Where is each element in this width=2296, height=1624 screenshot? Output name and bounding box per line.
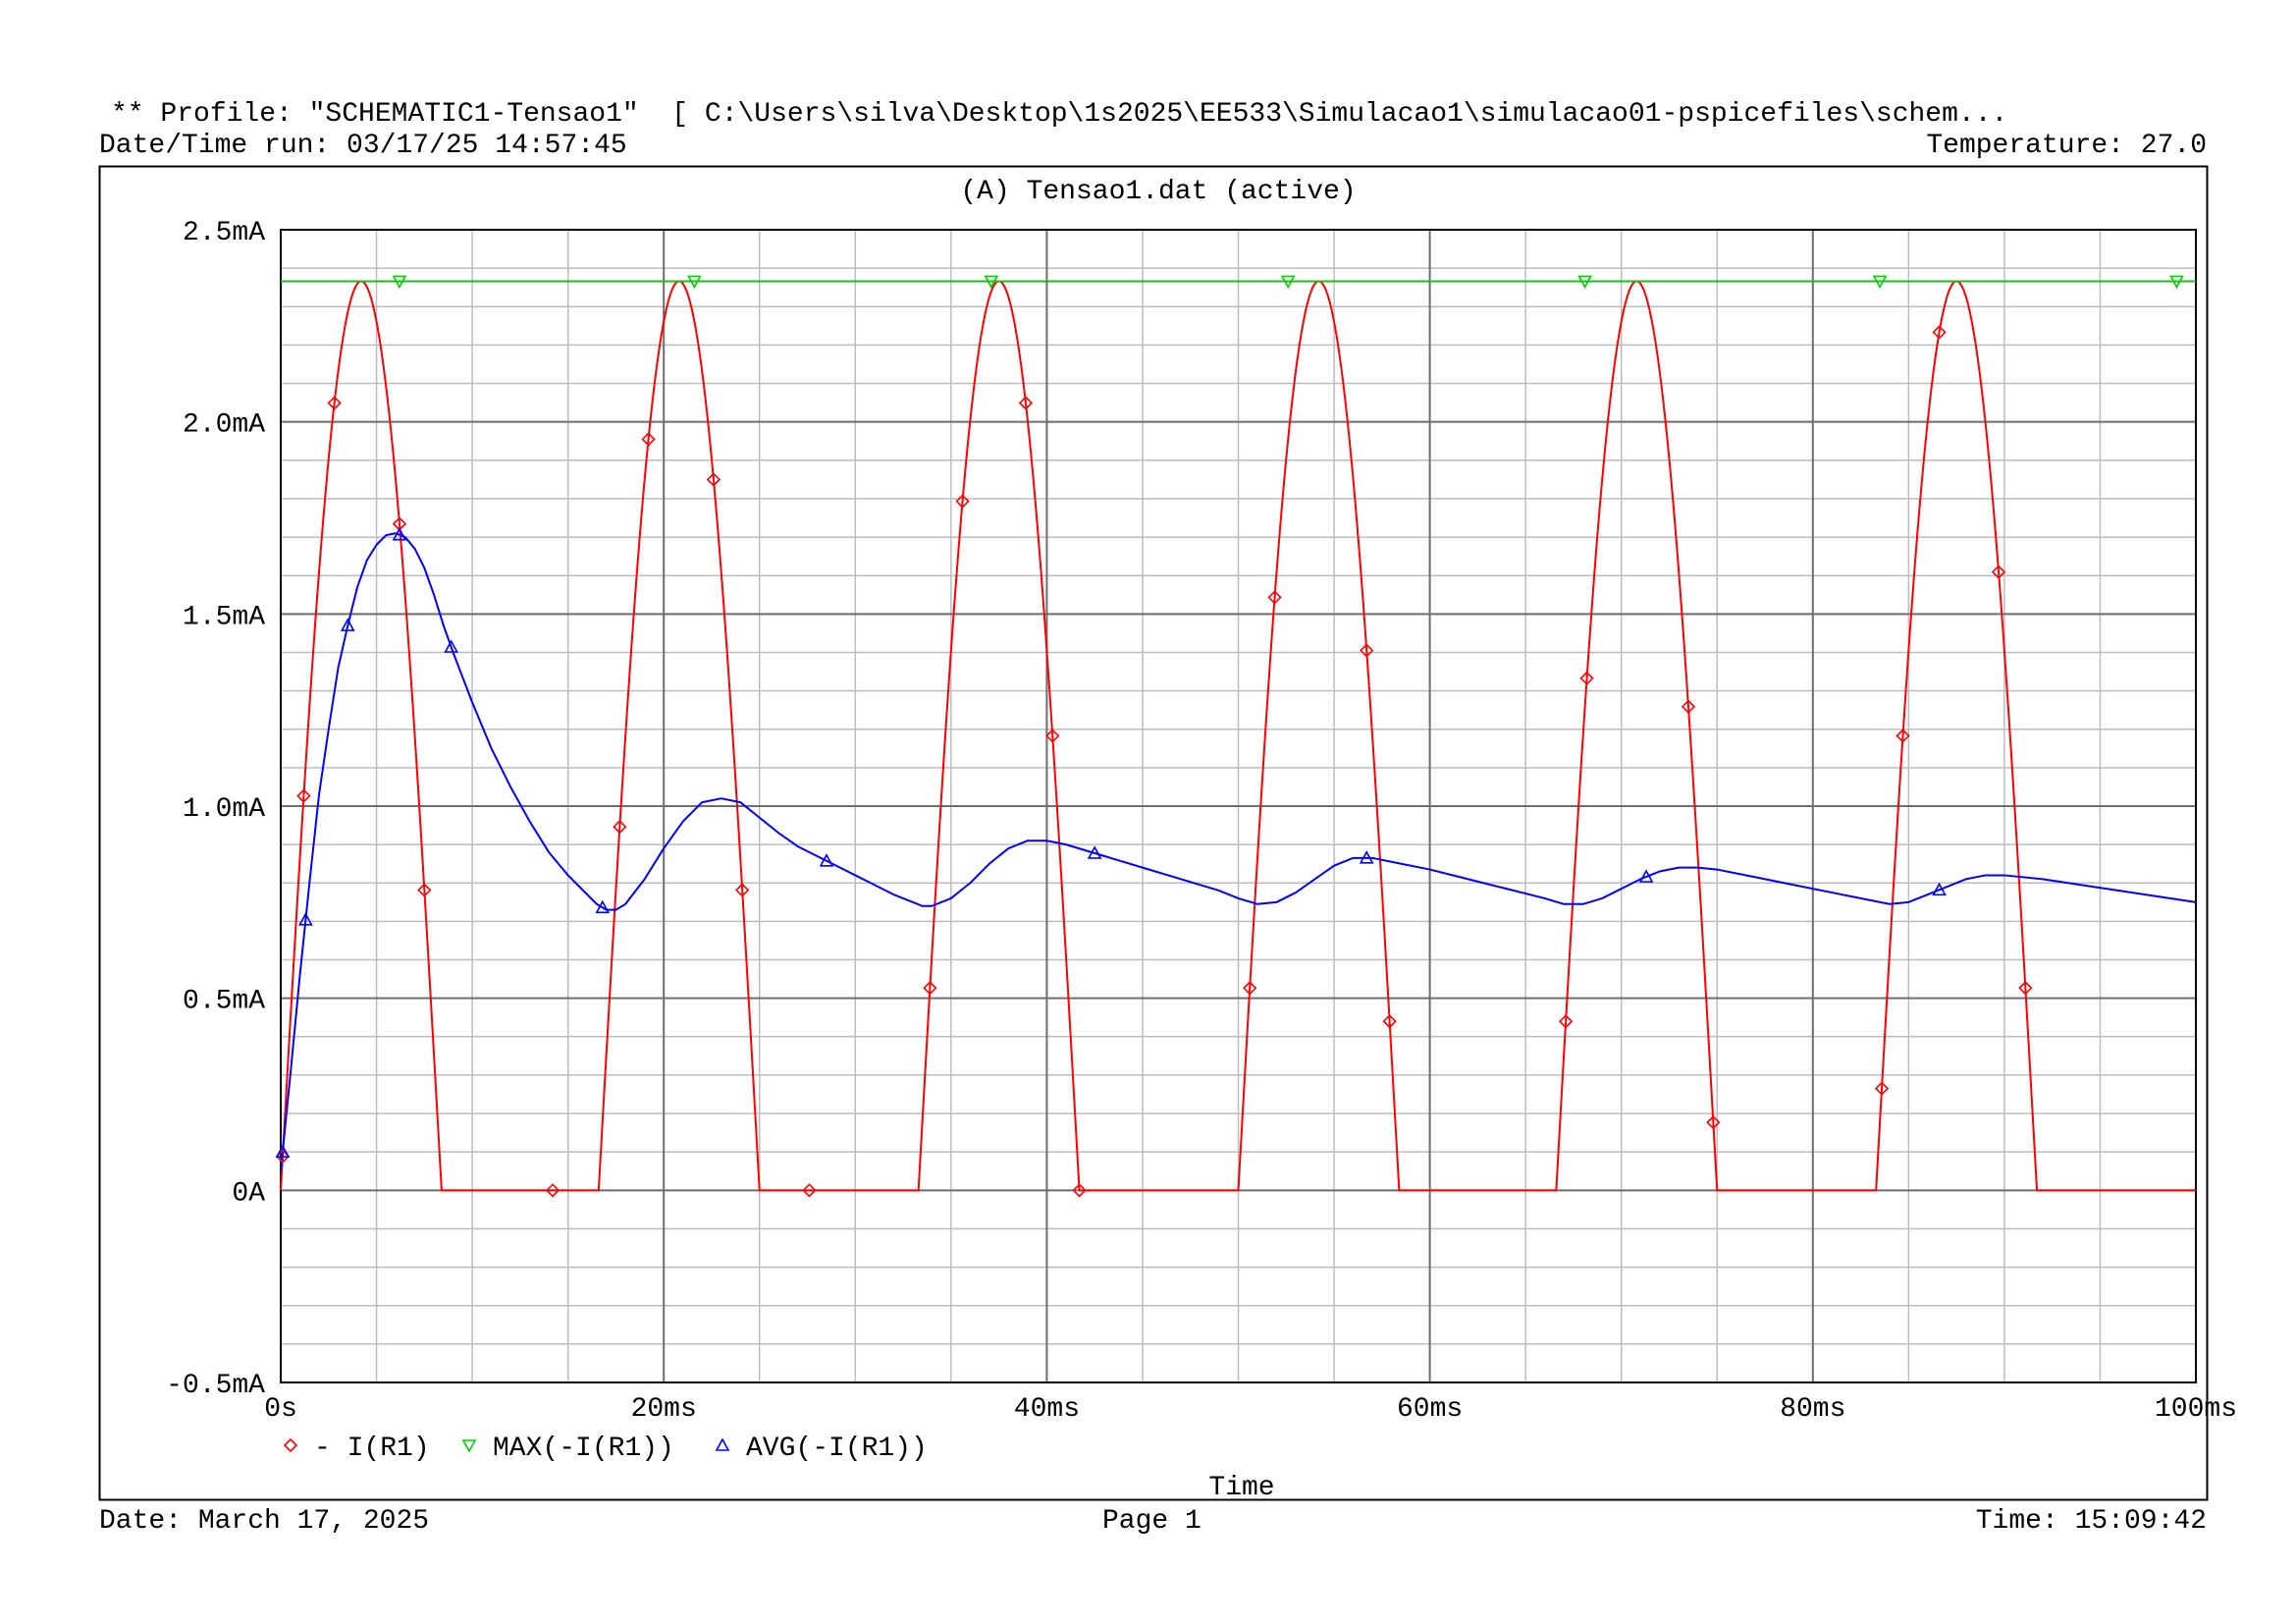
x-axis-title: Time bbox=[1208, 1473, 1274, 1503]
marker-avg bbox=[1087, 845, 1102, 859]
marker-current bbox=[2018, 981, 2033, 996]
marker-max bbox=[1280, 275, 1296, 290]
marker-current bbox=[1382, 1014, 1397, 1029]
chart-title: (A) Tensao1.dat (active) bbox=[960, 177, 1356, 207]
marker-current bbox=[1360, 643, 1374, 658]
major-grid bbox=[280, 229, 2197, 1383]
marker-avg bbox=[1359, 850, 1374, 864]
y-axis-labels: -0.5mA 0A 0.5mA 1.0mA 1.5mA 2.0mA 2.5mA bbox=[166, 218, 265, 1401]
series-markers bbox=[275, 275, 2184, 1198]
marker-current bbox=[1243, 981, 1257, 996]
marker-current bbox=[1267, 590, 1282, 605]
y-tick-label: 0.5mA bbox=[183, 987, 265, 1017]
legend-label: - I(R1) bbox=[314, 1434, 430, 1464]
marker-current bbox=[1991, 565, 2006, 579]
marker-current bbox=[802, 1183, 817, 1198]
marker-avg bbox=[298, 912, 313, 926]
x-tick-label: 100ms bbox=[2155, 1394, 2237, 1425]
legend-marker-current bbox=[283, 1437, 298, 1453]
marker-current bbox=[1706, 1115, 1721, 1130]
marker-current bbox=[1579, 671, 1594, 685]
chart-frame bbox=[98, 165, 2209, 1501]
marker-avg bbox=[444, 639, 458, 653]
marker-current bbox=[417, 883, 432, 897]
marker-current bbox=[1018, 396, 1034, 410]
y-tick-label: 0A bbox=[232, 1178, 265, 1209]
marker-current bbox=[1681, 699, 1696, 714]
x-axis-labels: 0s 20ms 40ms 60ms 80ms 100ms bbox=[264, 1394, 2237, 1425]
x-tick-label: 0s bbox=[264, 1394, 297, 1425]
y-tick-label: -0.5mA bbox=[166, 1371, 265, 1401]
marker-current bbox=[1874, 1081, 1890, 1096]
marker-current bbox=[641, 432, 656, 447]
marker-max bbox=[2169, 275, 2184, 290]
marker-current bbox=[1932, 325, 1947, 340]
marker-current bbox=[706, 472, 721, 487]
x-tick-label: 20ms bbox=[631, 1394, 697, 1425]
footer-page: Page 1 bbox=[1102, 1506, 1201, 1537]
marker-current bbox=[1896, 729, 1910, 743]
marker-avg bbox=[819, 853, 834, 867]
marker-avg bbox=[595, 899, 611, 914]
marker-max bbox=[1872, 275, 1888, 290]
series-line-current bbox=[280, 280, 2196, 1192]
marker-avg bbox=[275, 1144, 291, 1158]
legend-label: MAX(-I(R1)) bbox=[493, 1434, 674, 1464]
marker-max bbox=[1577, 275, 1592, 290]
temperature: Temperature: 27.0 bbox=[1926, 131, 2207, 161]
marker-current bbox=[955, 494, 970, 509]
marker-max bbox=[687, 275, 702, 290]
y-tick-label: 1.0mA bbox=[183, 794, 265, 825]
y-tick-label: 1.5mA bbox=[183, 602, 265, 632]
marker-avg bbox=[392, 527, 407, 541]
footer-date: Date: March 17, 2025 bbox=[99, 1506, 430, 1537]
marker-avg bbox=[340, 618, 355, 631]
plot-border bbox=[280, 229, 2197, 1383]
marker-current bbox=[735, 883, 750, 897]
legend-marker-avg bbox=[715, 1437, 730, 1451]
footer-time: Time: 15:09:42 bbox=[1975, 1506, 2207, 1537]
legend-marker-max bbox=[461, 1439, 477, 1453]
datetime-run: Date/Time run: 03/17/25 14:57:45 bbox=[99, 131, 627, 161]
legend-label: AVG(-I(R1)) bbox=[746, 1434, 928, 1464]
marker-current bbox=[296, 788, 311, 803]
marker-current bbox=[1072, 1183, 1087, 1198]
legend: - I(R1) MAX(-I(R1)) AVG(-I(R1)) bbox=[283, 1434, 928, 1464]
marker-current bbox=[1045, 729, 1060, 743]
marker-avg bbox=[1932, 882, 1947, 896]
profile-line: ** Profile: "SCHEMATIC1-Tensao1" [ C:\Us… bbox=[111, 99, 2008, 130]
series-line-avg bbox=[280, 532, 2197, 1171]
x-tick-label: 80ms bbox=[1780, 1394, 1845, 1425]
x-tick-label: 60ms bbox=[1397, 1394, 1463, 1425]
marker-max bbox=[984, 275, 999, 290]
marker-max bbox=[392, 275, 407, 290]
marker-current bbox=[1558, 1014, 1574, 1029]
marker-current bbox=[613, 819, 627, 835]
marker-current bbox=[923, 981, 937, 996]
marker-current bbox=[327, 396, 342, 410]
marker-avg bbox=[1638, 869, 1654, 883]
y-tick-label: 2.5mA bbox=[183, 218, 265, 248]
y-tick-label: 2.0mA bbox=[183, 410, 265, 441]
x-tick-label: 40ms bbox=[1014, 1394, 1080, 1425]
marker-current bbox=[545, 1183, 561, 1198]
